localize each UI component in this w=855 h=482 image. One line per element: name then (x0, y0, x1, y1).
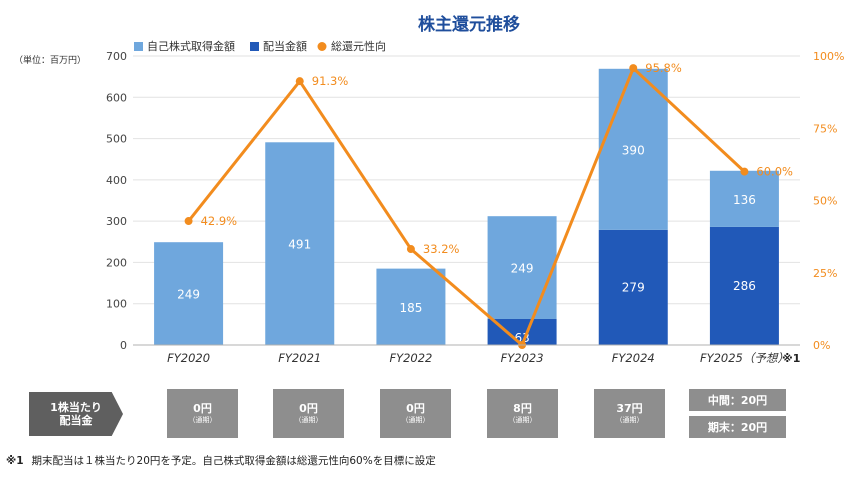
dividend-period: （通期） (294, 416, 323, 424)
x-tick-label: FY2021 (278, 351, 321, 365)
payout-ratio-line (187, 66, 746, 347)
dividend-box-fy2024: 37円 （通期） (594, 389, 665, 438)
dividend-header-line2: 配当金 (59, 414, 93, 427)
footnote: ※1 期末配当は１株当たり20円を予定。自己株式取得金額は総還元性向60%を目標に… (6, 453, 436, 468)
payout-point (629, 64, 638, 73)
bar-buyback (376, 268, 446, 345)
bar-label-buyback: 491 (288, 238, 311, 252)
legend-swatch-dividend (250, 42, 259, 51)
dividend-box-fy2025: 中間：20円 期末：20円 (689, 389, 786, 438)
y-tick-label: 0 (120, 339, 127, 352)
legend-swatch-payout (317, 42, 327, 51)
footnote-mark: ※1 (6, 455, 24, 467)
payout-label: 60.0% (756, 165, 793, 179)
payout-label: 42.9% (201, 214, 238, 228)
dividend-per-share-row: 1株当たり 配当金 0円 （通期） 0円 （通期） 0円 （通期） 8円 （通期… (0, 385, 855, 440)
y2-tick-label: 100% (813, 50, 844, 63)
y2-tick-label: 50% (813, 195, 837, 208)
x-tick-label: FY2025（予想） (700, 351, 789, 365)
legend: 自己株式取得金額 配当金額 総還元性向 (134, 39, 386, 53)
bar-dividend (709, 226, 779, 345)
y-tick-label: 500 (106, 133, 127, 146)
y-tick-label: 700 (106, 50, 127, 63)
dividend-box-fy2022: 0円 （通期） (380, 389, 451, 438)
chart-title: 株主還元推移 (418, 14, 520, 35)
dividend-header-line1: 1株当たり (50, 401, 102, 414)
bar-label-buyback: 185 (399, 301, 422, 315)
bar-dividend (598, 229, 668, 345)
y-tick-label: 300 (106, 215, 127, 228)
payout-point (184, 217, 193, 226)
x-tick-label: FY2020 (167, 351, 210, 365)
category-axis: FY2020 FY2021 FY2022 FY2023 FY2024 FY2025（予想）… (167, 351, 800, 365)
category-note-mark: ※1 (782, 352, 800, 365)
payout-point (406, 245, 415, 254)
bar-label-dividend: 279 (622, 280, 645, 294)
legend-label-dividend: 配当金額 (263, 39, 307, 53)
x-tick-label: FY2023 (501, 351, 544, 365)
legend-swatch-buyback (134, 42, 143, 51)
bar-label-buyback: 136 (733, 193, 756, 207)
legend-label-payout: 総還元性向 (331, 39, 386, 53)
dividend-period: （通期） (188, 416, 217, 424)
bar-buyback (709, 170, 779, 227)
bar-label-buyback: 249 (511, 262, 534, 276)
dividend-interim: 中間：20円 (689, 389, 786, 411)
y-tick-label: 200 (106, 256, 127, 269)
x-tick-label: FY2022 (389, 351, 432, 365)
bar-label-buyback: 249 (177, 288, 200, 302)
payout-point (740, 167, 749, 176)
dividend-box-fy2020: 0円 （通期） (167, 389, 238, 438)
payout-point (295, 77, 304, 86)
dividend-final: 期末：20円 (689, 416, 786, 438)
bar-buyback (265, 142, 335, 345)
dividend-period: （通期） (508, 416, 537, 424)
dividend-value: 0円 (406, 402, 425, 415)
y2-tick-label: 25% (813, 267, 837, 280)
right-axis: 0% 25% 50% 75% 100% (813, 50, 844, 352)
payout-label: 95.8% (645, 61, 682, 75)
y2-tick-label: 0% (813, 339, 830, 352)
dividend-value: 8円 (513, 402, 532, 415)
dividend-value: 0円 (193, 402, 212, 415)
bar-buyback (154, 242, 224, 345)
dividend-per-share-header: 1株当たり 配当金 (29, 392, 123, 436)
legend-label-buyback: 自己株式取得金額 (147, 39, 235, 53)
y-tick-label: 100 (106, 298, 127, 311)
dividend-box-fy2021: 0円 （通期） (273, 389, 344, 438)
dividend-value: 0円 (299, 402, 318, 415)
dividend-value: 37円 (616, 402, 643, 415)
left-axis: 0 100 200 300 400 500 600 700 (106, 50, 127, 352)
unit-label: （単位：百万円） (14, 54, 86, 66)
y2-tick-label: 75% (813, 122, 837, 135)
payout-label: 91.3% (312, 74, 349, 88)
gridlines (133, 55, 800, 305)
bar-buyback (598, 68, 668, 230)
x-tick-label: FY2024 (612, 351, 655, 365)
bar-buyback (487, 216, 557, 319)
dividend-period: （通期） (401, 416, 430, 424)
shareholder-return-chart: 株主還元推移 自己株式取得金額 配当金額 総還元性向 （単位：百万円） 0 100… (14, 14, 844, 365)
bar-label-dividend: 286 (733, 279, 756, 293)
payout-label: 33.2% (423, 242, 460, 256)
dividend-period: （通期） (615, 416, 644, 424)
footnote-text: 期末配当は１株当たり20円を予定。自己株式取得金額は総還元性向60%を目標に設定 (31, 455, 436, 467)
y-tick-label: 400 (106, 174, 127, 187)
dividend-box-fy2023: 8円 （通期） (487, 389, 558, 438)
bar-label-buyback: 390 (622, 143, 645, 157)
y-tick-label: 600 (106, 91, 127, 104)
